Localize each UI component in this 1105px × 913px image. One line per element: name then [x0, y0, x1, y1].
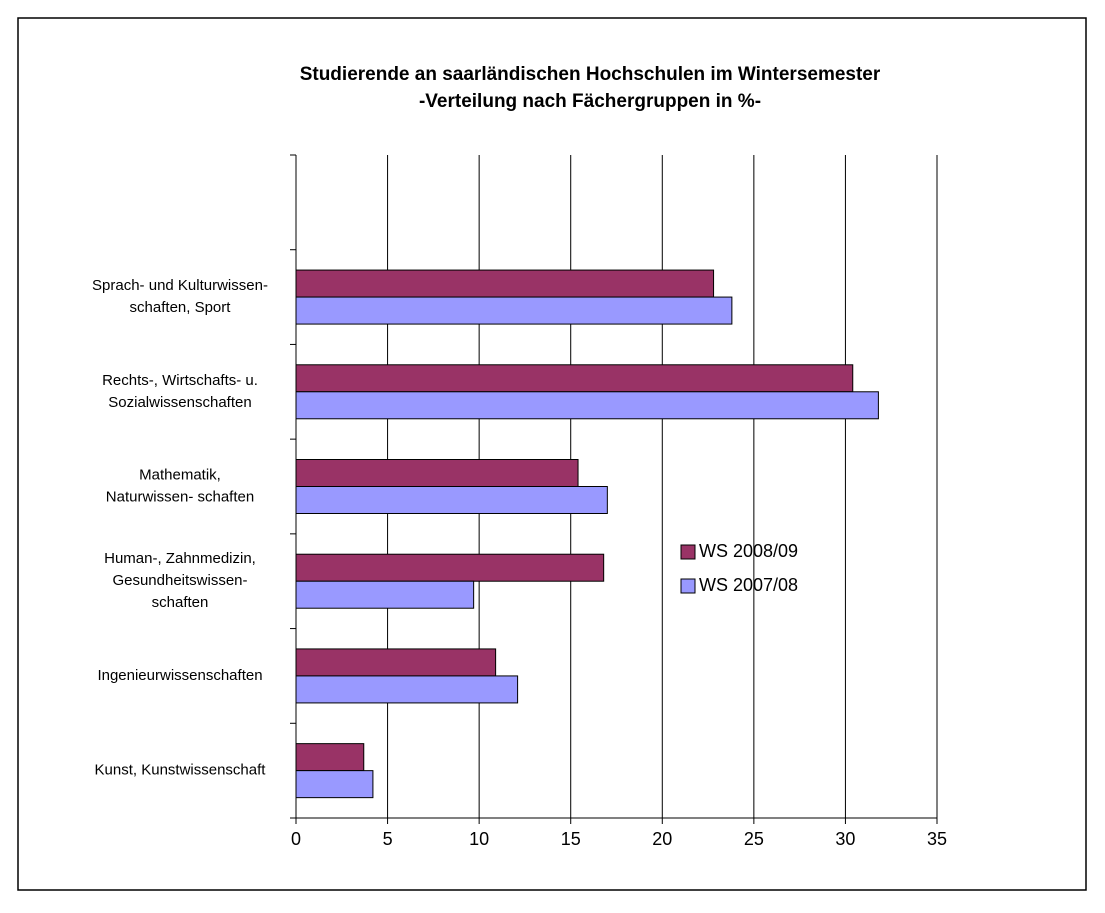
- bar: [295, 675, 519, 704]
- y-tick-label: Sprach- und Kulturwissen-schaften, Sport: [92, 277, 268, 316]
- legend-label: WS 2007/08: [699, 575, 798, 595]
- y-tick-label: Rechts-, Wirtschafts- u. Sozialwissenscha…: [102, 372, 258, 411]
- bar: [295, 743, 365, 772]
- y-tick-label: Human-, Zahnmedizin, Gesundheitswissen-sc…: [104, 550, 256, 611]
- legend-swatch: [680, 578, 696, 594]
- bar: [295, 296, 733, 325]
- x-tick-label: 15: [561, 829, 581, 849]
- bar: [295, 364, 854, 393]
- bar: [295, 648, 497, 677]
- bar: [295, 459, 579, 487]
- bar: [295, 486, 608, 514]
- y-tick-label: Kunst, Kunstwissenschaft: [95, 762, 267, 779]
- y-tick-label: Mathematik, Naturwissen- schaften: [106, 466, 254, 505]
- chart-subtitle: -Verteilung nach Fächergruppen in %-: [419, 91, 761, 112]
- y-tick-label: Ingenieurwissenschaften: [97, 667, 262, 684]
- x-tick-label: 25: [744, 829, 764, 849]
- bar: [295, 580, 475, 609]
- bar: [295, 391, 879, 420]
- legend-label: WS 2008/09: [699, 541, 798, 561]
- x-tick-label: 5: [383, 829, 393, 849]
- chart-frame: [17, 17, 1087, 891]
- chart-title: Studierende an saarländischen Hochschule…: [300, 64, 881, 85]
- bar: [295, 553, 605, 582]
- x-tick-label: 20: [652, 829, 672, 849]
- legend-swatch: [680, 544, 696, 560]
- x-tick-label: 35: [927, 829, 947, 849]
- bar: [295, 770, 374, 799]
- x-tick-label: 0: [291, 829, 301, 849]
- bar: [295, 269, 715, 298]
- x-tick-label: 30: [835, 829, 855, 849]
- x-tick-label: 10: [469, 829, 489, 849]
